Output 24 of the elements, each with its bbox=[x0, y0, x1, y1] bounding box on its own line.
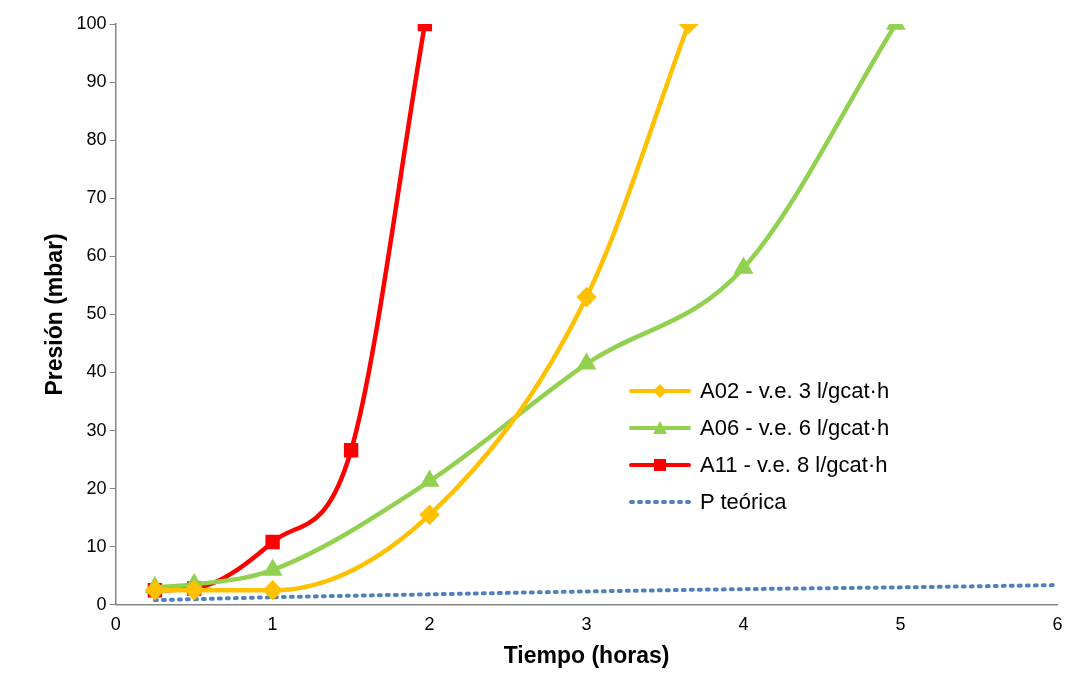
x-tick-label: 2 bbox=[424, 613, 435, 634]
y-tick-label: 50 bbox=[86, 303, 107, 324]
y-tick-label: 40 bbox=[86, 361, 107, 382]
x-tick-label: 3 bbox=[581, 613, 592, 634]
legend-label: A11 - v.e. 8 l/gcat·h bbox=[700, 451, 888, 478]
x-axis-title: Tiempo (horas) bbox=[503, 641, 670, 668]
x-tick-label: 0 bbox=[110, 613, 121, 634]
x-tick-label: 1 bbox=[267, 613, 278, 634]
y-tick-label: 100 bbox=[76, 12, 107, 33]
x-tick-label: 4 bbox=[738, 613, 749, 634]
y-tick-label: 90 bbox=[86, 71, 107, 92]
legend-label: A06 - v.e. 6 l/gcat·h bbox=[700, 414, 890, 441]
y-tick-label: 10 bbox=[86, 535, 107, 556]
y-tick-label: 30 bbox=[86, 419, 107, 440]
legend-label: P teórica bbox=[700, 488, 787, 515]
y-axis-title: Presión (mbar) bbox=[41, 233, 68, 396]
legend-label: A02 - v.e. 3 l/gcat·h bbox=[700, 377, 890, 404]
y-tick-label: 80 bbox=[86, 129, 107, 150]
y-tick-label: 70 bbox=[86, 187, 107, 208]
x-tick-label: 5 bbox=[895, 613, 906, 634]
y-tick-label: 60 bbox=[86, 245, 107, 266]
y-tick-label: 0 bbox=[96, 593, 107, 614]
y-tick-label: 20 bbox=[86, 477, 107, 498]
x-tick-label: 6 bbox=[1052, 613, 1063, 634]
